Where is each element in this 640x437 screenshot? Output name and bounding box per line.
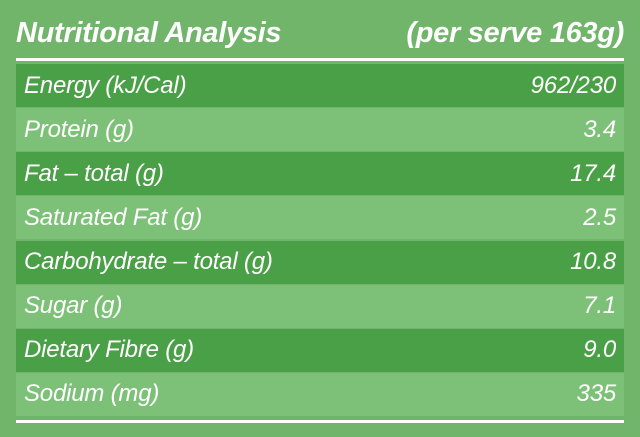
row-label: Sugar (g) <box>24 292 123 320</box>
row-fat-total: Fat – total (g) 17.4 <box>16 152 624 196</box>
row-label: Energy (kJ/Cal) <box>24 71 187 99</box>
row-value: 10.8 <box>570 248 616 276</box>
row-label: Dietary Fibre (g) <box>24 336 194 364</box>
row-saturated-fat: Saturated Fat (g) 2.5 <box>16 196 624 240</box>
row-label: Sodium (mg) <box>24 380 160 408</box>
row-protein: Protein (g) 3.4 <box>16 108 624 152</box>
nutrition-rows: Energy (kJ/Cal) 962/230 Protein (g) 3.4 … <box>16 64 624 417</box>
bottom-divider <box>16 420 624 423</box>
row-value: 3.4 <box>583 115 616 143</box>
row-value: 7.1 <box>583 292 616 320</box>
row-sugar: Sugar (g) 7.1 <box>16 284 624 328</box>
row-label: Saturated Fat (g) <box>24 203 203 231</box>
row-sodium: Sodium (mg) 335 <box>16 372 624 416</box>
top-divider <box>16 58 624 61</box>
table-title: Nutritional Analysis <box>16 16 282 49</box>
row-carbohydrate-total: Carbohydrate – total (g) 10.8 <box>16 240 624 284</box>
row-value: 17.4 <box>570 159 616 187</box>
row-dietary-fibre: Dietary Fibre (g) 9.0 <box>16 328 624 372</box>
row-value: 335 <box>576 380 617 408</box>
row-value: 2.5 <box>583 203 616 231</box>
row-label: Fat – total (g) <box>24 159 164 187</box>
row-label: Carbohydrate – total (g) <box>24 248 273 276</box>
row-value: 9.0 <box>583 336 616 364</box>
serving-size: (per serve 163g) <box>406 16 624 49</box>
table-header: Nutritional Analysis (per serve 163g) <box>16 14 624 52</box>
row-label: Protein (g) <box>24 115 134 143</box>
row-energy: Energy (kJ/Cal) 962/230 <box>16 64 624 107</box>
row-value: 962/230 <box>530 71 617 99</box>
